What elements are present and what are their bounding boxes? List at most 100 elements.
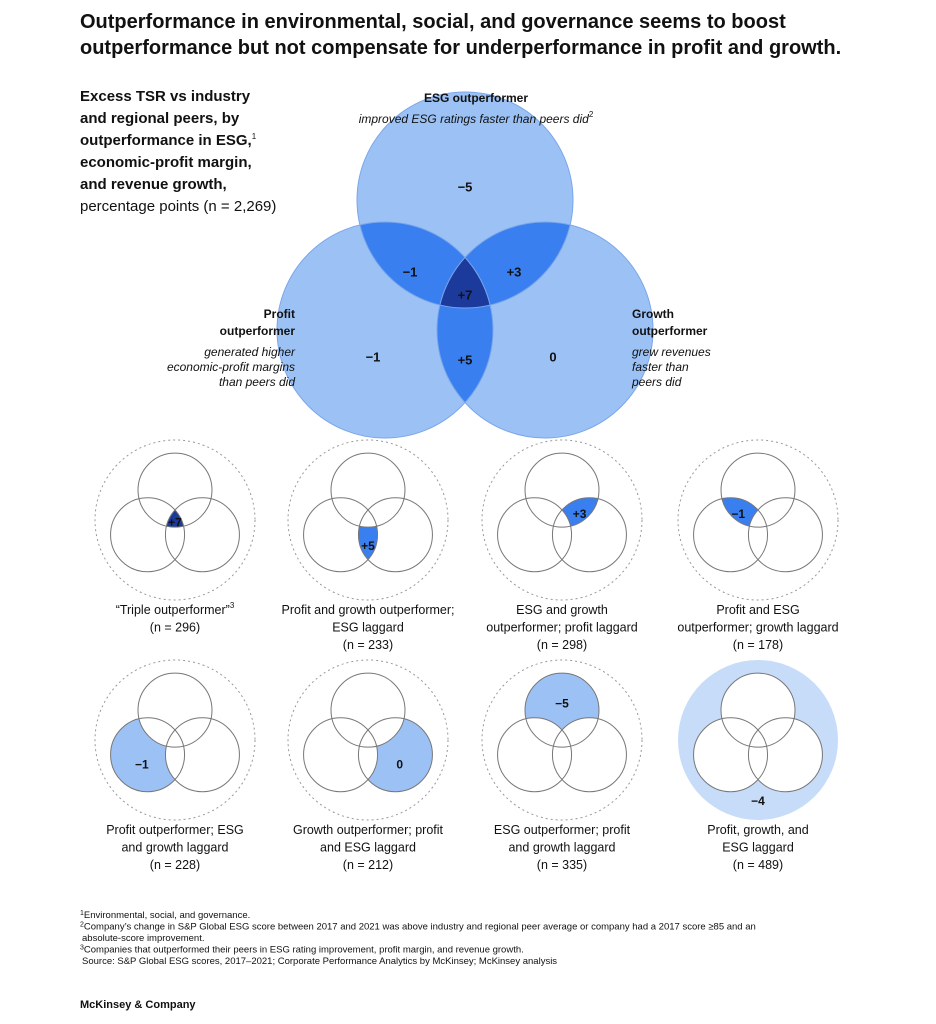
set-description: generated higher (204, 345, 296, 359)
venn-circle (720, 452, 796, 528)
heading-text: Excess TSR vs industry (80, 88, 251, 105)
set-description-text: faster than (632, 360, 689, 374)
region-value: +5 (458, 352, 473, 367)
venn-circle (747, 717, 823, 793)
set-description-text: economic-profit margins (167, 360, 295, 374)
venn-circle (137, 452, 213, 528)
region-value: −1 (403, 264, 418, 279)
title: Outperformance in environmental, social,… (80, 11, 786, 33)
venn-circle (747, 497, 823, 573)
venn-fill (748, 717, 823, 792)
region-value: −1 (731, 507, 745, 521)
set-description: economic-profit margins (167, 360, 295, 374)
venn-circle (110, 717, 186, 793)
set-description-text: than peers did (219, 375, 295, 389)
venn-circle (693, 717, 769, 793)
venn-circle (497, 717, 573, 793)
venn-circle (551, 717, 627, 793)
panel-n-text: (n = 335) (537, 858, 587, 872)
heading: and revenue growth, (80, 176, 227, 193)
venn-circle (551, 497, 627, 573)
venn-circle (497, 497, 573, 573)
panel-caption-text: ESG laggard (722, 841, 794, 855)
venn-circle (356, 91, 574, 309)
panel-outline (94, 659, 256, 821)
note-mark: 3 (230, 601, 235, 610)
venn-circle (330, 672, 406, 748)
note-mark: 1 (80, 910, 84, 917)
venn-circle (330, 452, 406, 528)
set-label-text: ESG outperformer (424, 91, 528, 105)
panel-n-text: (n = 228) (150, 858, 200, 872)
venn-circle (303, 497, 379, 573)
panel-n-text: (n = 489) (733, 858, 783, 872)
region-value: +3 (507, 264, 522, 279)
footnote-text: Companies that outperformed their peers … (84, 945, 524, 956)
panel-caption-text: and growth laggard (121, 841, 228, 855)
set-description: grew revenues (632, 345, 711, 359)
venn-circle (357, 717, 433, 793)
panel-caption-text: Profit and growth outperformer; (282, 603, 455, 617)
panel-caption-text: and growth laggard (508, 841, 615, 855)
panel-n: (n = 233) (343, 638, 393, 652)
region-value: 0 (549, 349, 556, 364)
set-label: ESG outperformer (424, 91, 528, 105)
set-label-text: Profit (264, 307, 295, 321)
note-mark: 3 (80, 945, 84, 952)
venn-circle (524, 452, 600, 528)
heading: economic-profit margin, (80, 154, 252, 171)
venn-circle (164, 497, 240, 573)
panel-caption: outperformer; profit laggard (486, 621, 638, 635)
panel-caption: “Triple outperformer”3 (116, 601, 235, 617)
panel-caption-text: ESG outperformer; profit (494, 823, 631, 837)
venn-circle (110, 497, 186, 573)
footnote: 3Companies that outperformed their peers… (80, 945, 524, 956)
venn-circle (720, 672, 796, 748)
region-value: −5 (555, 697, 569, 711)
footnote: 2Company’s change in S&P Global ESG scor… (80, 922, 756, 933)
panel-caption: Profit and growth outperformer; (282, 603, 455, 617)
set-label: outperformer (632, 324, 708, 338)
panel-outline (481, 659, 643, 821)
venn-circle (436, 221, 654, 439)
set-label-text: outperformer (632, 324, 708, 338)
note-mark: 1 (252, 132, 257, 141)
title-text: outperformance but not compensate for un… (80, 37, 841, 59)
heading: Excess TSR vs industry (80, 88, 251, 105)
footnote-text: Environmental, social, and governance. (84, 910, 250, 921)
panel-n: (n = 228) (150, 858, 200, 872)
footnote-text: Company’s change in S&P Global ESG score… (84, 922, 756, 933)
panel-n: (n = 212) (343, 858, 393, 872)
panel-caption-text: outperformer; profit laggard (486, 621, 638, 635)
venn-circle (524, 672, 600, 748)
region-value: +7 (458, 287, 473, 302)
heading-unit: percentage points (n = 2,269) (80, 198, 276, 215)
venn-circle (693, 497, 769, 573)
region-value: −1 (366, 349, 381, 364)
brand: McKinsey & Company (80, 999, 196, 1011)
venn-circle (137, 672, 213, 748)
note-mark: 2 (589, 110, 594, 119)
panel-caption: Growth outperformer; profit (293, 823, 444, 837)
panel-n: (n = 296) (150, 621, 200, 635)
panel-outline (287, 439, 449, 601)
region-value: −4 (751, 794, 765, 808)
set-description: improved ESG ratings faster than peers d… (359, 110, 594, 126)
footnote: 1Environmental, social, and governance. (80, 910, 250, 921)
set-label: outperformer (220, 324, 296, 338)
heading: and regional peers, by (80, 110, 240, 127)
panel-n: (n = 335) (537, 858, 587, 872)
panel-caption-text: and ESG laggard (320, 841, 416, 855)
heading-text: and regional peers, by (80, 110, 240, 127)
set-label-text: Growth (632, 307, 674, 321)
set-description-text: grew revenues (632, 345, 711, 359)
set-description-text: peers did (631, 375, 682, 389)
panel-caption-text: Growth outperformer; profit (293, 823, 444, 837)
